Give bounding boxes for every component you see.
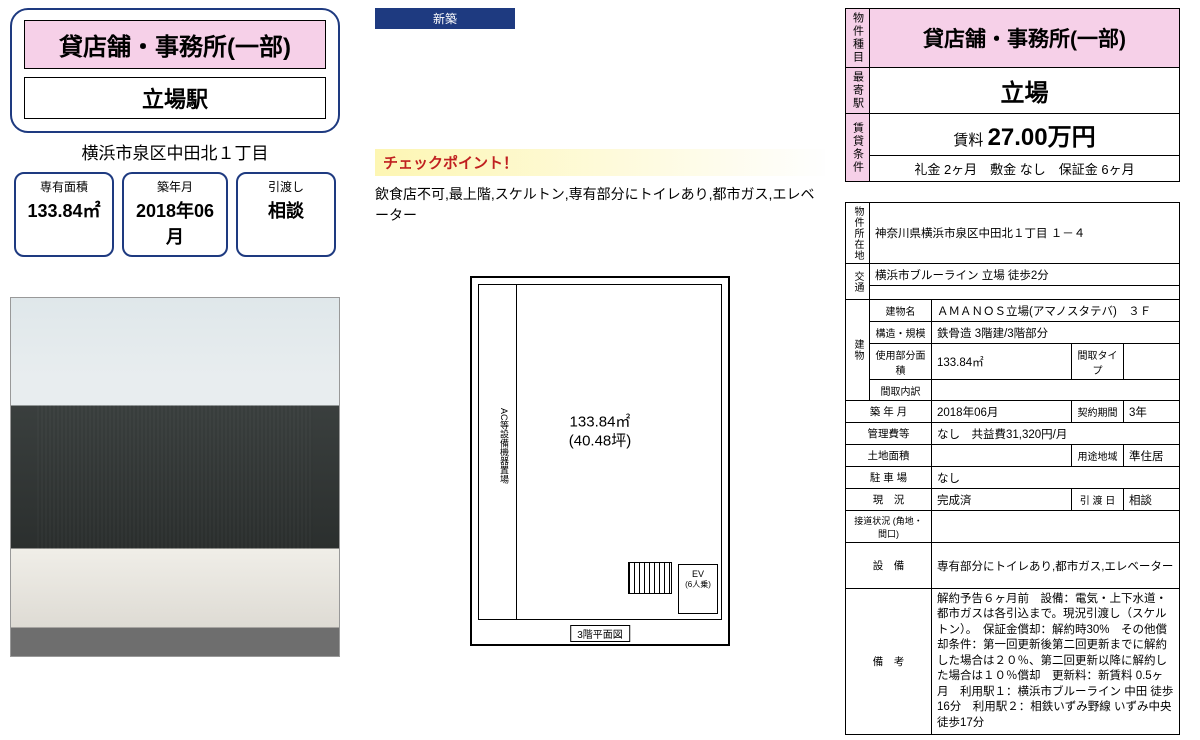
struct: 鉄骨造 3階建/3階部分	[932, 322, 1180, 344]
mini-built-label: 築年月	[132, 178, 218, 195]
hdr-rent-value: 27.00万円	[988, 124, 1096, 151]
transit: 横浜市ブルーライン 立場 徒歩2分	[870, 264, 1180, 286]
transit-label: 交通	[846, 264, 870, 300]
hdr-kind-label: 物件種目	[846, 9, 870, 68]
land-label: 土地面積	[846, 445, 932, 467]
built-label: 築 年 月	[846, 401, 932, 423]
status-label: 現 況	[846, 489, 932, 511]
loc-label: 物件所在地	[846, 203, 870, 264]
mini-built-val: 2018年06月	[132, 197, 218, 249]
parking: なし	[932, 467, 1180, 489]
mini-area-label: 専有面積	[24, 178, 104, 195]
parking-label: 駐 車 場	[846, 467, 932, 489]
summary-type: 貸店舗・事務所(一部)	[24, 20, 326, 69]
built: 2018年06月	[932, 401, 1072, 423]
floorplan-side-label: AC等設備機器置場	[481, 408, 511, 484]
remarks-label: 備 考	[846, 589, 932, 735]
property-photo	[10, 297, 340, 657]
layout-label: 間取タイプ	[1071, 344, 1123, 380]
floorplan-ev-cap: (6人乗)	[679, 579, 717, 590]
bld-name: ＡＭＡＮＯＳ立場(アマノスタテバ) ３Ｆ	[932, 300, 1180, 322]
land	[932, 445, 1072, 467]
hdr-station-label: 最寄駅	[846, 68, 870, 114]
road	[932, 511, 1180, 543]
equip: 専有部分にトイレあり,都市ガス,エレベーター	[932, 543, 1180, 589]
hdr-station: 立場	[870, 68, 1180, 114]
mini-delivery-val: 相談	[246, 197, 326, 223]
mini-delivery: 引渡し 相談	[236, 172, 336, 257]
delivery-label: 引 渡 日	[1071, 489, 1123, 511]
floorplan-tsubo: (40.48坪)	[569, 432, 632, 452]
zone-label: 用途地域	[1071, 445, 1123, 467]
layout	[1123, 344, 1179, 380]
summary-address: 横浜市泉区中田北１丁目	[10, 139, 340, 164]
contract-label: 契約期間	[1071, 401, 1123, 423]
summary-station: 立場駅	[24, 77, 326, 119]
floorplan-elevator: EV (6人乗)	[678, 564, 718, 614]
checkpoint-title: チェックポイント！	[375, 149, 825, 176]
floorplan-caption: 3階平面図	[570, 625, 630, 642]
layout-detail-label: 間取内訳	[870, 380, 932, 401]
floorplan: AC等設備機器置場 133.84㎡ (40.48坪) EV (6人乗) 3階平面…	[470, 276, 730, 646]
contract: 3年	[1123, 401, 1179, 423]
loc: 神奈川県横浜市泉区中田北１丁目 １－４	[870, 203, 1180, 264]
new-badge: 新築	[375, 8, 515, 29]
summary-card: 貸店舗・事務所(一部) 立場駅	[10, 8, 340, 133]
checkpoint-text: 飲食店不可,最上階,スケルトン,専有部分にトイレあり,都市ガス,エレベーター	[375, 184, 825, 226]
mini-area-val: 133.84㎡	[24, 197, 104, 223]
layout-detail	[932, 380, 1180, 401]
zone: 準住居	[1123, 445, 1179, 467]
road-label: 接道状況 (角地・間口)	[846, 511, 932, 543]
hdr-terms: 礼金 2ヶ月 敷金 なし 保証金 6ヶ月	[870, 156, 1180, 182]
hdr-rent-prefix: 賃料	[953, 132, 983, 149]
detail-table: 物件所在地 神奈川県横浜市泉区中田北１丁目 １－４ 交通 横浜市ブルーライン 立…	[845, 202, 1180, 735]
mgmt: なし 共益費31,320円/月	[932, 423, 1180, 445]
floorplan-ev-label: EV	[679, 569, 717, 579]
hdr-terms-label: 賃貸条件	[846, 114, 870, 182]
hdr-kind: 貸店舗・事務所(一部)	[870, 9, 1180, 68]
struct-label: 構造・規模	[870, 322, 932, 344]
equip-label: 設 備	[846, 543, 932, 589]
floorplan-area: 133.84㎡	[569, 412, 632, 432]
bld-name-label: 建物名	[870, 300, 932, 322]
mini-delivery-label: 引渡し	[246, 178, 326, 195]
mgmt-label: 管理費等	[846, 423, 932, 445]
bld-label: 建物	[846, 300, 870, 401]
hdr-rent: 賃料 27.00万円	[870, 114, 1180, 156]
usearea-label: 使用部分面積	[870, 344, 932, 380]
usearea: 133.84㎡	[932, 344, 1072, 380]
floorplan-stairs	[628, 562, 672, 594]
delivery: 相談	[1123, 489, 1179, 511]
mini-area: 専有面積 133.84㎡	[14, 172, 114, 257]
mini-built: 築年月 2018年06月	[122, 172, 228, 257]
header-table: 物件種目 貸店舗・事務所(一部) 最寄駅 立場 賃貸条件 賃料 27.00万円 …	[845, 8, 1180, 182]
remarks: 解約予告６ヶ月前 設備：電気・上下水道・都市ガスは各引込まで。現況引渡し（スケル…	[932, 589, 1180, 735]
status: 完成済	[932, 489, 1072, 511]
